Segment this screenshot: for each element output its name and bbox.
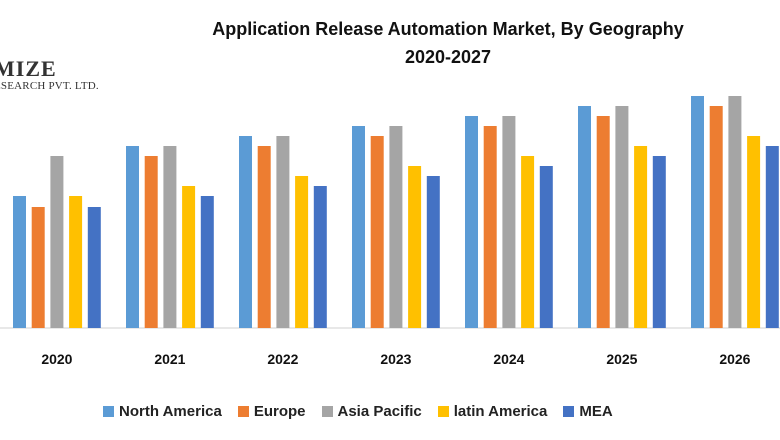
legend-label: MEA [579,403,613,420]
bar-north-america-2020 [13,196,26,328]
chart-legend: North America Europe Asia Pacific latin Ame… [0,403,780,420]
company-watermark: MIZE ESEARCH PVT. LTD. [0,58,99,92]
bar-north-america-2026 [691,96,704,328]
bar-latin-america-2024 [521,156,535,328]
bar-mea-2021 [200,196,214,328]
bar-asia-pacific-2023 [389,126,403,328]
legend-swatch [103,406,114,417]
bar-north-america-2025 [578,106,591,328]
bar-north-america-2024 [465,116,478,328]
legend-item-north-america: North America [103,403,222,420]
chart-title: Application Release Automation Market, B… [0,15,780,71]
bar-asia-pacific-2020 [50,156,64,328]
bar-latin-america-2026 [747,136,761,328]
bar-europe-2026 [709,106,723,328]
bar-asia-pacific-2022 [276,136,290,328]
bar-asia-pacific-2024 [502,116,516,328]
bar-latin-america-2025 [634,146,648,328]
legend-swatch [437,406,449,417]
x-tick-label-2026: 2026 [719,351,750,367]
bar-europe-2022 [257,146,271,328]
chart-title-line1: Application Release Automation Market, B… [212,19,684,39]
legend-swatch [563,406,575,417]
bar-latin-america-2022 [295,176,309,328]
bar-latin-america-2020 [69,196,83,328]
bar-latin-america-2021 [182,186,196,328]
watermark-name: MIZE [0,56,57,81]
bar-europe-2020 [31,207,45,328]
bar-mea-2026 [765,146,779,328]
legend-swatch [321,406,333,417]
bar-asia-pacific-2025 [615,106,629,328]
bar-north-america-2023 [352,126,365,328]
legend-swatch [237,406,249,417]
legend-label: latin America [453,403,548,420]
bar-europe-2025 [596,116,610,328]
chart-title-line2: 2020-2027 [404,47,492,67]
x-tick-label-2024: 2024 [493,351,524,367]
legend-label: Asia Pacific [337,403,422,420]
bar-latin-america-2023 [408,166,422,328]
bar-mea-2020 [87,207,101,328]
x-tick-label-2020: 2020 [41,351,72,367]
bar-europe-2024 [483,126,497,328]
x-tick-label-2023: 2023 [380,351,411,367]
bar-asia-pacific-2021 [163,146,177,328]
legend-item-mea: MEA [563,403,613,420]
bar-north-america-2022 [239,136,252,328]
bar-asia-pacific-2026 [728,96,742,328]
x-tick-label-2022: 2022 [267,351,298,367]
legend-item-asia-pacific: Asia Pacific [321,403,422,420]
bar-europe-2023 [370,136,384,328]
bar-mea-2022 [313,186,327,328]
x-tick-label-2025: 2025 [606,351,637,367]
legend-item-europe: Europe [237,403,306,420]
bar-north-america-2021 [126,146,139,328]
watermark-subtitle: ESEARCH PVT. LTD. [0,80,99,92]
bar-mea-2024 [539,166,553,328]
bar-mea-2023 [426,176,440,328]
x-tick-label-2021: 2021 [154,351,185,367]
bar-mea-2025 [652,156,666,328]
bar-europe-2021 [144,156,158,328]
legend-label: Europe [253,403,306,420]
legend-label: North America [119,403,222,420]
legend-item-latin-america: latin America [437,403,548,420]
